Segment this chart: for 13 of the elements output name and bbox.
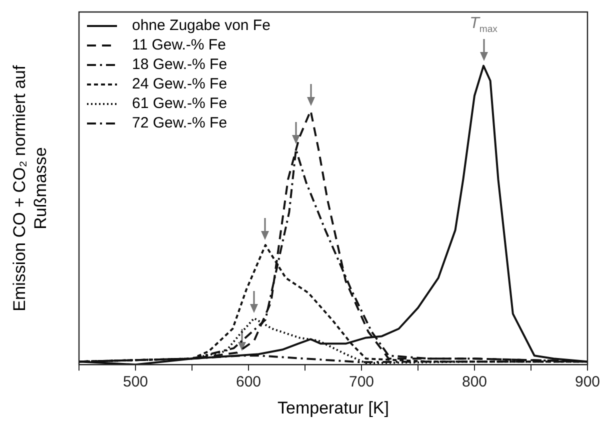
x-tick-label: 900 — [574, 374, 600, 391]
legend-label: 18 Gew.-% Fe — [132, 56, 228, 74]
x-tick-label: 700 — [348, 374, 374, 391]
x-tick-label: 500 — [122, 374, 148, 391]
x-tick-label: 800 — [462, 374, 488, 391]
legend-label: ohne Zugabe von Fe — [132, 17, 270, 34]
legend-label: 61 Gew.-% Fe — [132, 95, 228, 112]
x-tick-label: 600 — [236, 374, 262, 391]
legend-label: 11 Gew.-% Fe — [132, 36, 226, 54]
x-axis-title: Temperatur [K] — [277, 398, 389, 418]
legend-label: 24 Gew.-% Fe — [132, 76, 228, 93]
legend-label: 72 Gew.-% Fe — [132, 114, 228, 132]
y-axis-title: Emission CO + CO₂ normiert auf Rußmasse — [10, 64, 50, 312]
